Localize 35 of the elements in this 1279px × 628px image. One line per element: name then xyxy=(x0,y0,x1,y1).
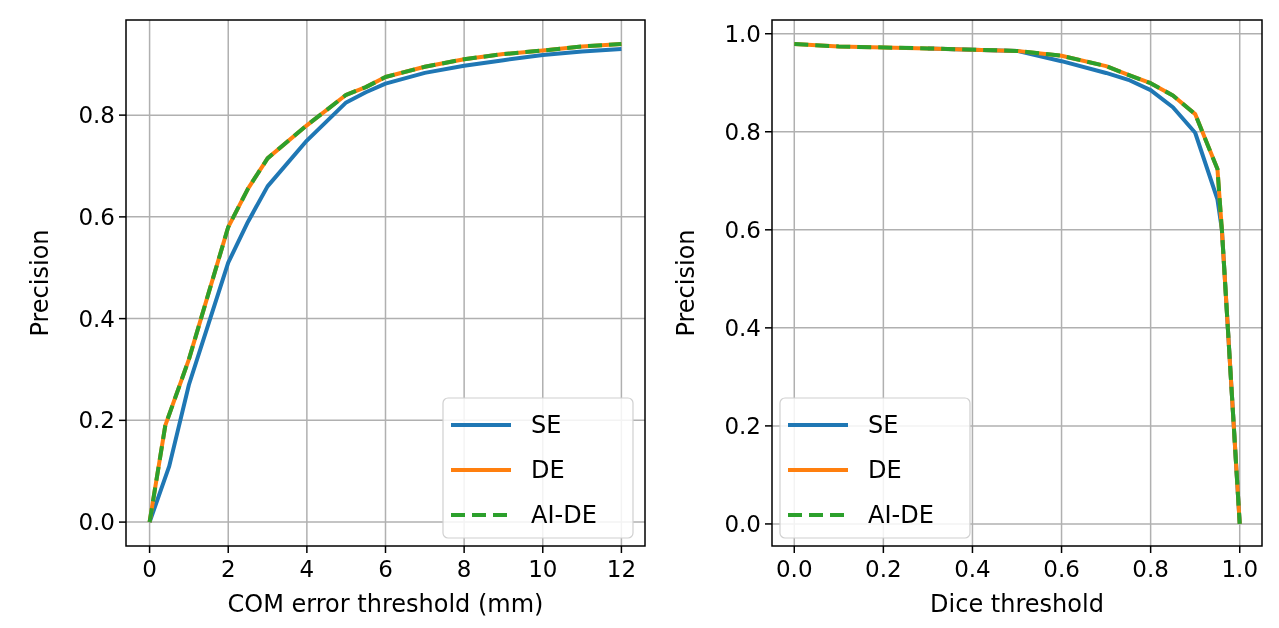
y-tick-label: 0.8 xyxy=(78,102,115,129)
x-tick-label: 0 xyxy=(142,556,157,582)
x-axis-title: COM error threshold (mm) xyxy=(227,590,544,618)
x-tick-label: 0.2 xyxy=(865,556,902,582)
y-tick-label: 0.4 xyxy=(78,305,115,332)
y-axis-title: Precision xyxy=(672,229,700,337)
x-tick-label: 12 xyxy=(606,556,637,582)
legend-label: AI-DE xyxy=(531,501,597,530)
y-tick-label: 0.4 xyxy=(724,314,761,341)
y-tick-label: 0.0 xyxy=(724,510,761,537)
legend-label: DE xyxy=(531,456,565,485)
y-tick-label: 0.2 xyxy=(78,407,115,434)
x-tick-label: 0.6 xyxy=(1043,556,1080,582)
y-tick-label: 0.0 xyxy=(78,509,115,536)
y-tick-label: 1.0 xyxy=(724,20,761,47)
legend-label: SE xyxy=(531,411,562,440)
y-tick-label: 0.6 xyxy=(78,203,115,230)
x-tick-label: 1.0 xyxy=(1221,556,1259,582)
x-axis-title: Dice threshold xyxy=(930,590,1104,618)
x-tick-label: 8 xyxy=(456,556,472,582)
x-tick-label: 4 xyxy=(299,556,315,582)
x-tick-label: 0.4 xyxy=(954,556,991,582)
y-tick-label: 0.8 xyxy=(724,118,761,145)
y-axis-title: Precision xyxy=(26,229,54,337)
line-series xyxy=(792,42,1242,526)
legend-label: DE xyxy=(868,456,902,485)
x-tick-label: 2 xyxy=(220,556,236,582)
x-tick-label: 10 xyxy=(528,556,558,582)
x-tick-label: 0.0 xyxy=(775,556,813,582)
legend-label: SE xyxy=(868,411,899,440)
y-tick-label: 0.6 xyxy=(724,216,761,243)
legend-label: AI-DE xyxy=(868,501,934,530)
x-tick-label: 0.8 xyxy=(1132,556,1169,582)
x-tick-label: 6 xyxy=(378,556,393,582)
y-tick-label: 0.2 xyxy=(724,412,761,439)
